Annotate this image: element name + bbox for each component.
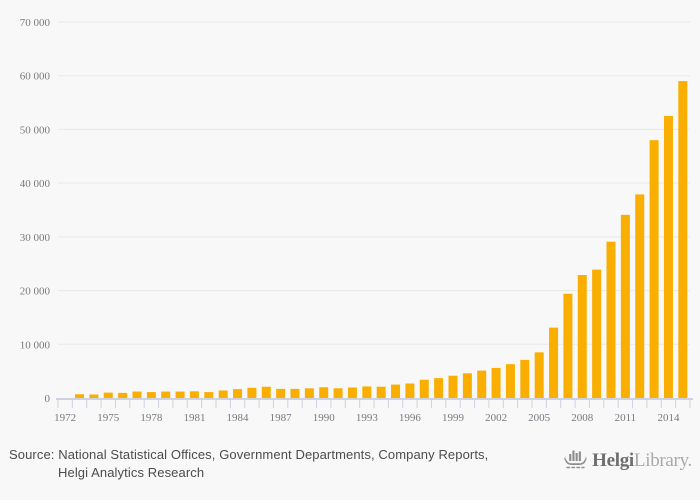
bar-1975: [103, 392, 113, 398]
bar-1994: [376, 386, 386, 398]
bar-1984: [233, 389, 243, 398]
x-tick-label: 1993: [356, 412, 379, 424]
bar-2005: [534, 352, 544, 398]
x-tick-label: 2014: [657, 412, 680, 424]
bar-2000: [462, 373, 472, 398]
bar-1992: [347, 387, 357, 398]
source-line-2: Helgi Analytics Research: [58, 465, 205, 480]
bar-1979: [161, 391, 171, 398]
bar-1980: [175, 391, 185, 398]
bar-2014: [663, 116, 673, 398]
bar-1985: [247, 387, 257, 398]
bar-1988: [290, 388, 300, 398]
bar-1976: [118, 392, 128, 398]
y-tick-label: 0: [45, 393, 51, 405]
y-tick-label: 60 000: [20, 71, 51, 83]
source-line-1: Source: National Statistical Offices, Go…: [9, 447, 489, 462]
y-tick-label: 50 000: [20, 124, 51, 136]
x-tick-label: 1987: [270, 412, 293, 424]
logo-text-helgi: Helgi: [592, 450, 634, 471]
y-tick-label: 20 000: [20, 286, 51, 298]
bar-chart-svg: 0 10 000 20 000 30 000 40 000 50 000 60 000 70 …: [20, 17, 693, 424]
bar-2004: [520, 359, 530, 398]
bar-1996: [405, 383, 415, 398]
bar-1987: [276, 388, 286, 398]
bar-1991: [333, 388, 343, 398]
logo-wordmark: HelgiLibrary.: [592, 448, 692, 474]
viking-ship-icon: [564, 450, 587, 469]
x-tick-label: 1984: [227, 412, 250, 424]
bar-2009: [592, 269, 602, 398]
y-tick-label: 30 000: [20, 232, 51, 244]
ship-hull: [564, 456, 587, 465]
x-tick-label: 1972: [54, 412, 76, 424]
bar-2011: [620, 214, 630, 398]
bar-2007: [563, 293, 573, 398]
x-tick-label: 1975: [97, 412, 120, 424]
bar-1982: [204, 392, 214, 398]
y-tick-label: 70 000: [20, 17, 51, 29]
bar-1993: [362, 386, 372, 398]
bar-1998: [434, 378, 444, 398]
x-tick-label: 1996: [399, 412, 422, 424]
bar-2008: [577, 274, 587, 398]
bar-1981: [189, 391, 199, 398]
bar-1977: [132, 391, 142, 398]
bar-1974: [89, 394, 99, 398]
helgi-library-logo: HelgiLibrary.: [563, 447, 692, 474]
bar-1995: [391, 384, 401, 398]
y-tick-label: 10 000: [20, 339, 51, 351]
x-tick-label: 2005: [528, 412, 551, 424]
bar-2003: [505, 364, 515, 398]
bar-1999: [448, 375, 458, 398]
bar-1986: [261, 386, 271, 398]
bar-2012: [635, 194, 645, 398]
source-note: Source: National Statistical Offices, Go…: [9, 446, 488, 482]
bar-1990: [319, 387, 329, 398]
bar-1978: [146, 392, 156, 398]
x-tick-label: 2011: [615, 412, 637, 424]
bar-1997: [419, 379, 429, 398]
x-tick-label: 1990: [313, 412, 336, 424]
bar-2002: [491, 367, 501, 398]
x-tick-label: 2008: [571, 412, 594, 424]
bar-1983: [218, 390, 228, 398]
x-tick-label: 2002: [485, 412, 507, 424]
x-tick-label: 1981: [183, 412, 205, 424]
x-tick-label: 1999: [442, 412, 465, 424]
x-tick-label: 1978: [140, 412, 163, 424]
bar-2013: [649, 140, 659, 399]
bar-2001: [477, 370, 487, 398]
y-tick-label: 40 000: [20, 178, 51, 190]
bar-chart: 0 10 000 20 000 30 000 40 000 50 000 60 000 70 …: [20, 17, 693, 424]
logo-text-library: Library.: [633, 450, 692, 471]
bar-2015: [678, 81, 688, 398]
bar-1989: [304, 388, 314, 398]
bar-1973: [75, 394, 85, 398]
bar-2006: [549, 327, 559, 398]
bar-2010: [606, 241, 616, 398]
